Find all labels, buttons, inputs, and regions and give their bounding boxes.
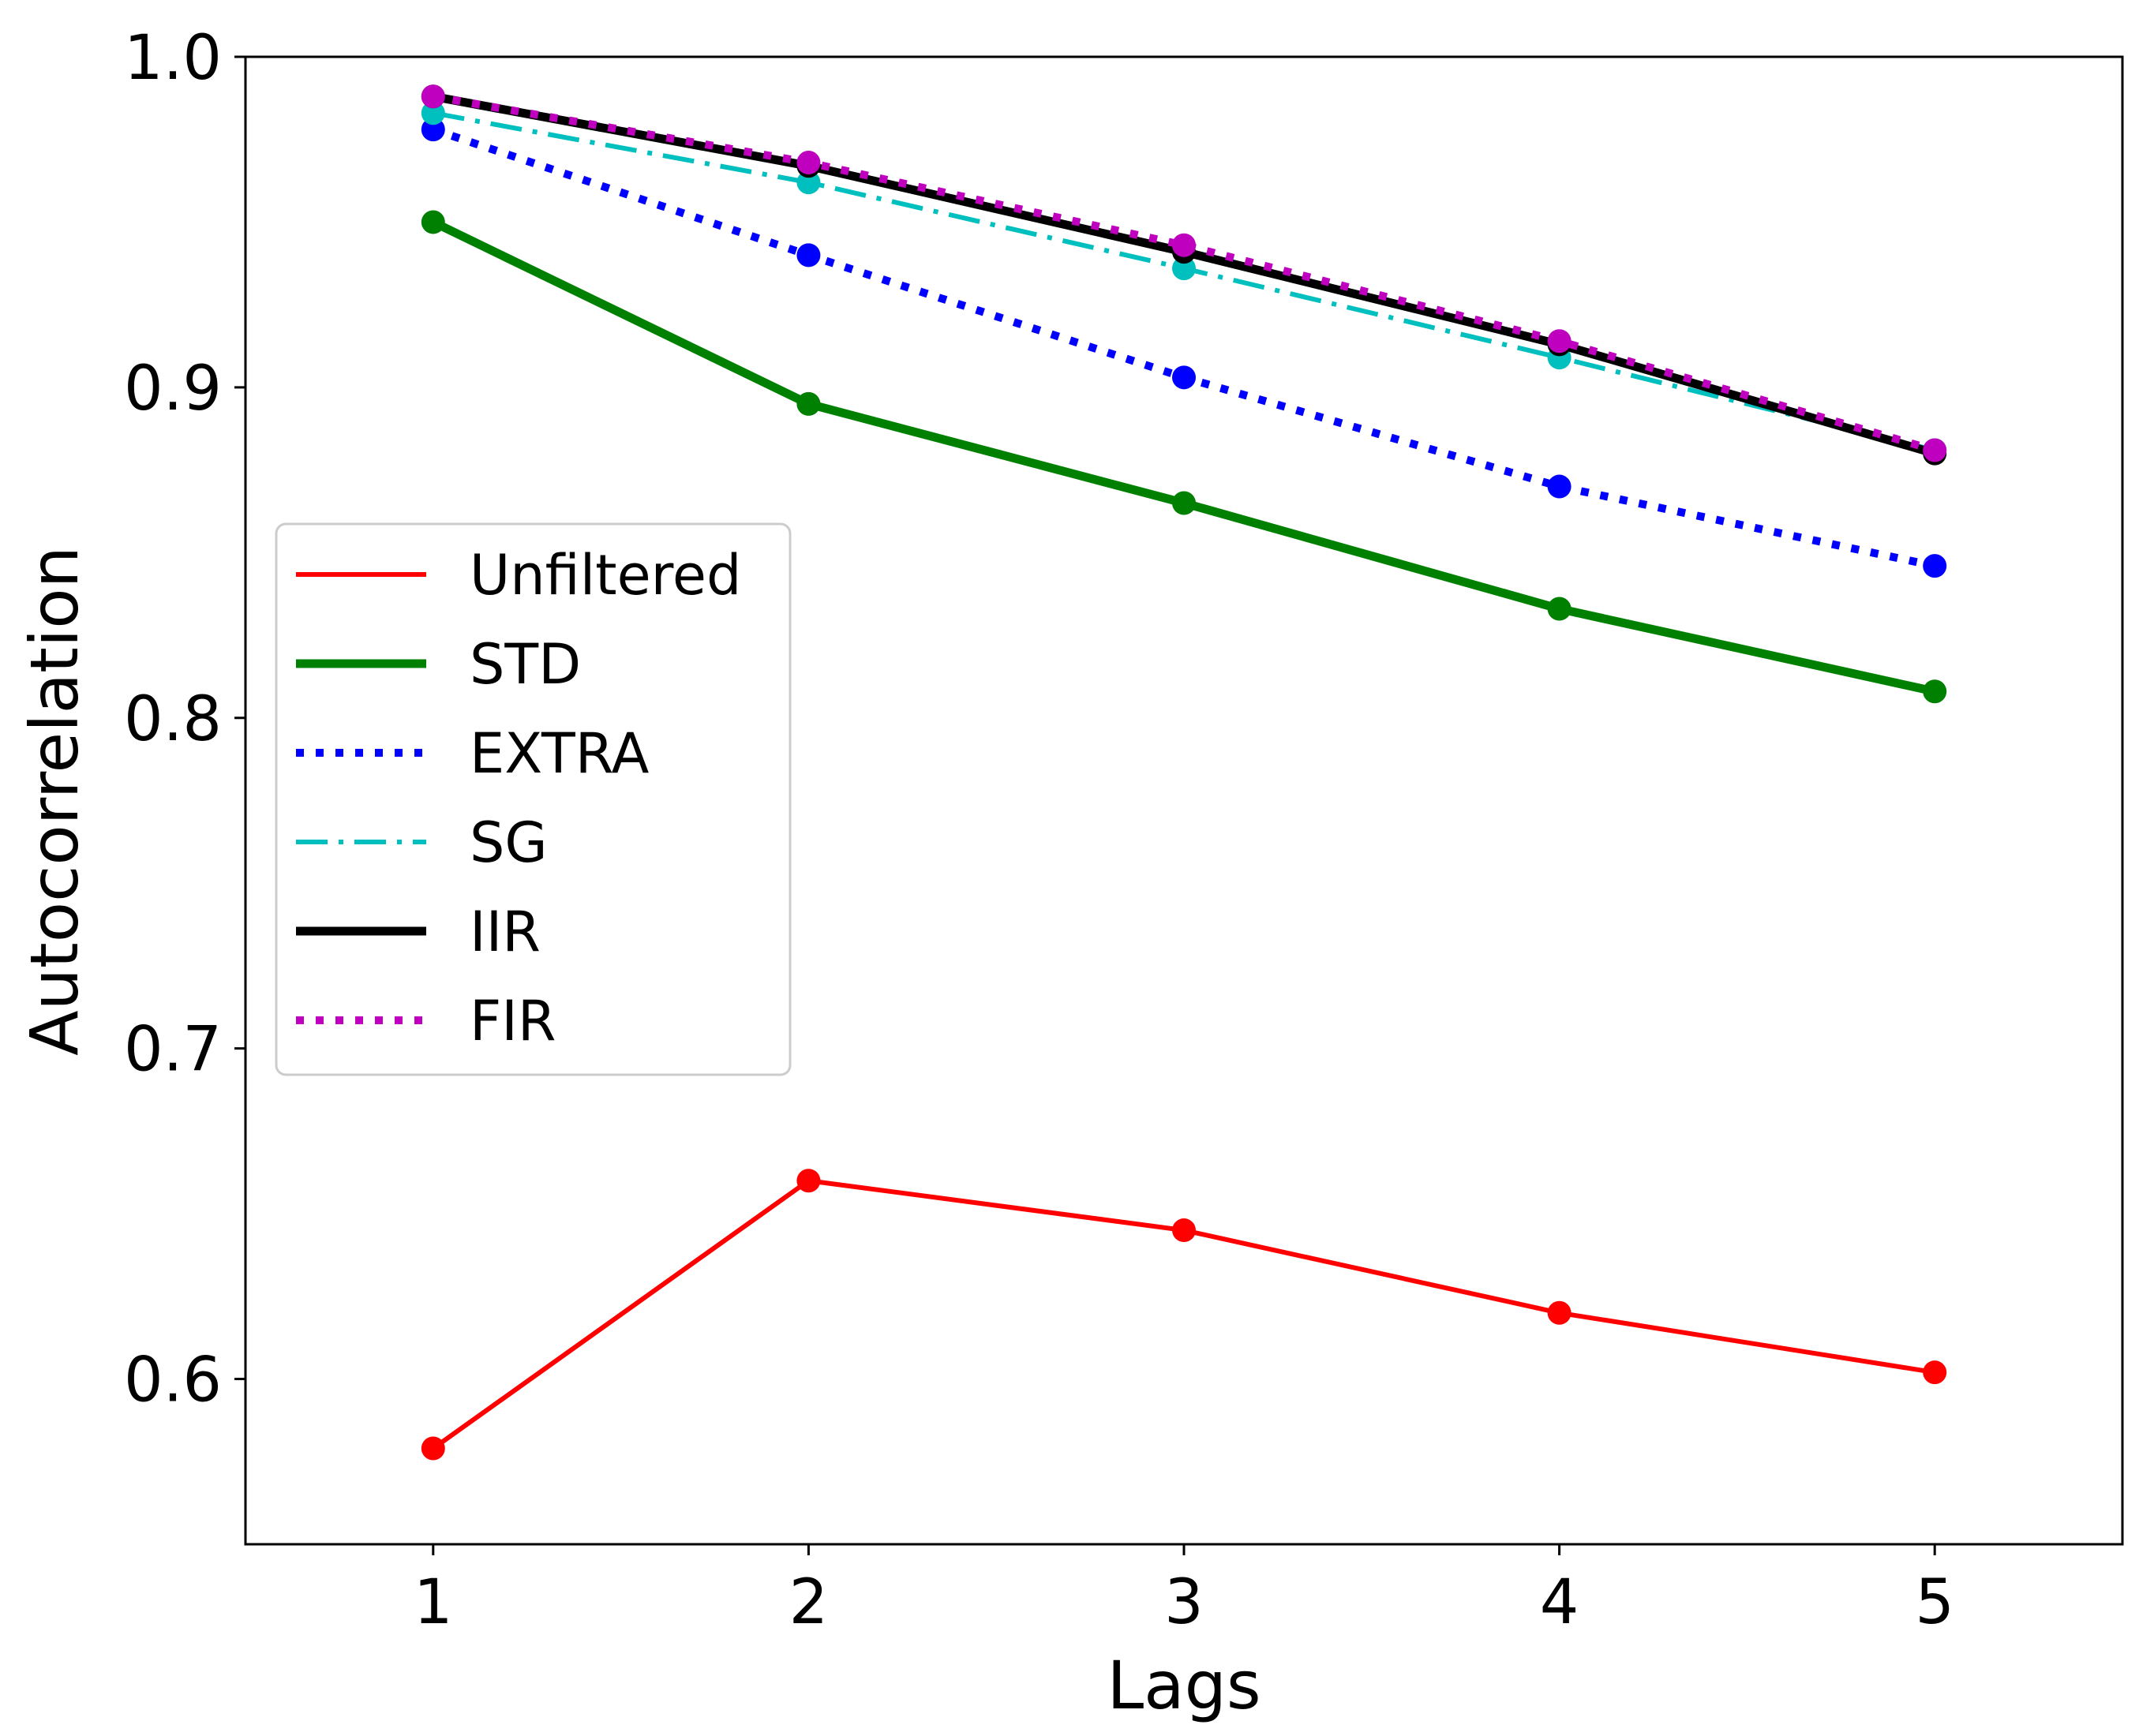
x-tick-label: 4 — [1540, 1567, 1579, 1638]
series-layer — [421, 84, 1947, 1461]
data-point-fir — [421, 84, 445, 109]
x-axis-label: Lags — [1107, 1647, 1261, 1724]
x-tick-label: 2 — [789, 1567, 829, 1638]
data-point-extra — [1923, 554, 1947, 578]
x-tick-label: 5 — [1915, 1567, 1954, 1638]
legend: Unfiltered STD EXTRA SG IIR FIR — [275, 522, 792, 1076]
series-line-sg — [433, 110, 1935, 453]
data-point-unfiltered — [421, 1436, 445, 1461]
legend-label-unfiltered: Unfiltered — [470, 543, 741, 608]
y-axis-ticks: 0.6 0.7 0.8 0.9 1.0 — [124, 23, 245, 1416]
legend-label-sg: SG — [470, 810, 548, 875]
data-point-extra — [1172, 365, 1196, 390]
y-tick-label: 0.7 — [124, 1015, 222, 1086]
data-point-unfiltered — [1172, 1218, 1196, 1243]
y-tick-label: 0.9 — [124, 354, 222, 425]
data-point-std — [1172, 491, 1196, 515]
legend-label-std: STD — [470, 632, 581, 697]
data-point-std — [796, 391, 821, 416]
data-point-sg — [796, 170, 821, 195]
data-point-sg — [1172, 256, 1196, 281]
data-point-unfiltered — [1923, 1360, 1947, 1385]
data-point-extra — [796, 243, 821, 268]
data-point-std — [1547, 597, 1571, 621]
data-point-fir — [1172, 233, 1196, 257]
data-point-std — [421, 210, 445, 234]
data-point-fir — [796, 151, 821, 175]
data-point-extra — [1547, 474, 1571, 499]
legend-label-iir: IIR — [470, 900, 541, 964]
x-tick-label: 1 — [414, 1567, 453, 1638]
legend-label-fir: FIR — [470, 989, 556, 1053]
y-tick-label: 0.6 — [124, 1345, 222, 1416]
x-tick-label: 3 — [1164, 1567, 1204, 1638]
data-point-std — [1923, 679, 1947, 704]
y-tick-label: 0.8 — [124, 684, 222, 755]
y-axis-label: Autocorrelation — [16, 546, 93, 1056]
data-point-extra — [421, 118, 445, 142]
data-point-fir — [1923, 438, 1947, 462]
x-axis-ticks: 1 2 3 4 5 — [414, 1544, 1954, 1638]
data-point-unfiltered — [1547, 1300, 1571, 1325]
series-line-fir — [432, 92, 1936, 455]
data-point-fir — [1547, 329, 1571, 354]
data-point-unfiltered — [796, 1169, 821, 1193]
y-tick-label: 1.0 — [124, 23, 222, 94]
legend-label-extra: EXTRA — [470, 721, 650, 786]
data-point-sg — [421, 101, 445, 125]
